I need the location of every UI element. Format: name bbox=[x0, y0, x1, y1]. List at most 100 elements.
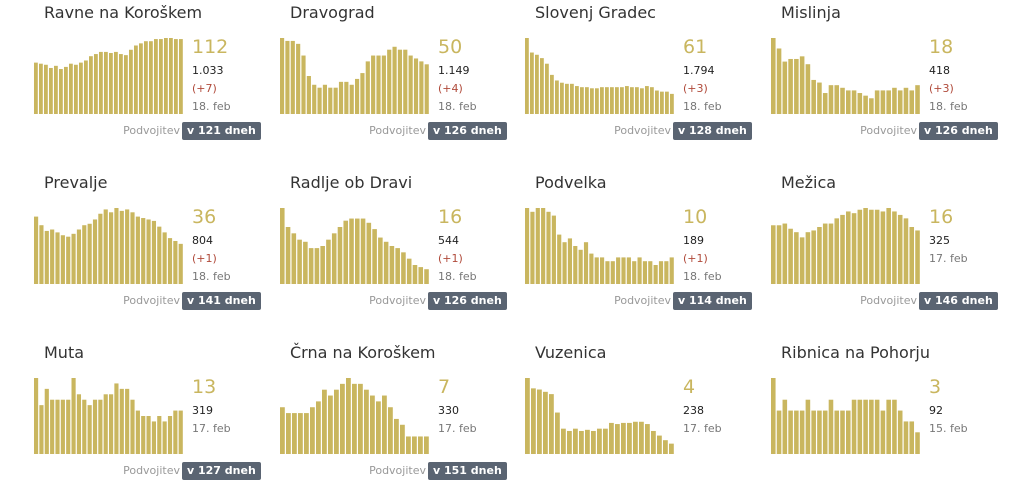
sparkline-bar bbox=[344, 81, 349, 114]
sparkline-bar bbox=[87, 405, 92, 454]
sparkline-bar bbox=[358, 383, 363, 454]
total-cases-value: 325 bbox=[929, 234, 950, 247]
sparkline-bar bbox=[54, 65, 58, 114]
daily-change-value: (+7) bbox=[192, 82, 217, 95]
sparkline-bar bbox=[846, 410, 851, 454]
municipality-title: Črna na Koroškem bbox=[290, 343, 436, 362]
sparkline-bar bbox=[578, 249, 583, 284]
active-cases-value: 36 bbox=[192, 206, 217, 228]
last-update-date: 18. feb bbox=[192, 100, 231, 113]
sparkline-chart bbox=[525, 378, 674, 454]
sparkline-bar bbox=[178, 410, 183, 454]
sparkline-bar bbox=[857, 399, 863, 454]
sparkline-bar bbox=[291, 233, 297, 284]
sparkline-bar bbox=[400, 424, 405, 454]
municipality-card: Mislinja 18 418 (+3) 18. feb Podvojitev v 126 … bbox=[771, 2, 998, 152]
sparkline-bar bbox=[822, 410, 828, 454]
sparkline-bar bbox=[776, 225, 782, 284]
sparkline-bar bbox=[794, 58, 799, 114]
sparkline-bar bbox=[167, 416, 173, 454]
sparkline-bar bbox=[50, 399, 55, 454]
sparkline-bar bbox=[141, 218, 146, 284]
active-cases-value: 16 bbox=[929, 206, 954, 228]
daily-change-value: (+1) bbox=[438, 252, 463, 265]
sparkline-bar bbox=[580, 87, 584, 114]
municipality-card: Prevalje 36 804 (+1) 18. feb Podvojitev v 141 … bbox=[34, 172, 261, 322]
sparkline-chart bbox=[771, 208, 920, 284]
municipality-grid: Ravne na Koroškem 112 1.033 (+7) 18. feb Podv… bbox=[34, 2, 998, 480]
sparkline-bar bbox=[630, 87, 634, 114]
sparkline-bar bbox=[92, 399, 98, 454]
sparkline-bar bbox=[874, 90, 880, 114]
sparkline-bar bbox=[799, 237, 805, 284]
sparkline-bar bbox=[561, 428, 566, 454]
sparkline-bar bbox=[805, 232, 811, 284]
sparkline-bar bbox=[290, 40, 295, 114]
total-cases-value: 1.149 bbox=[438, 64, 470, 77]
sparkline-bar bbox=[610, 87, 614, 114]
sparkline-bar bbox=[525, 38, 529, 114]
sparkline-bar bbox=[546, 211, 551, 284]
last-update-date: 17. feb bbox=[929, 252, 968, 265]
sparkline-bar bbox=[583, 242, 589, 284]
sparkline-bar bbox=[173, 240, 178, 284]
sparkline-bar bbox=[44, 64, 48, 114]
sparkline-bar bbox=[370, 395, 375, 454]
sparkline-chart bbox=[34, 208, 183, 284]
sparkline-bar bbox=[880, 211, 886, 284]
sparkline-bar bbox=[537, 389, 542, 454]
sparkline-bar bbox=[909, 90, 915, 114]
sparkline-bar bbox=[383, 241, 389, 284]
sparkline-bar bbox=[406, 436, 411, 454]
sparkline-bar bbox=[82, 399, 87, 454]
municipality-card: Črna na Koroškem 7 330 17. feb Podvojitev v 1… bbox=[280, 342, 507, 492]
active-cases-value: 16 bbox=[438, 206, 463, 228]
sparkline-bar bbox=[87, 223, 92, 284]
sparkline-bar bbox=[326, 239, 331, 284]
sparkline-bar bbox=[557, 234, 562, 284]
sparkline-bar bbox=[562, 242, 567, 284]
sparkline-bar bbox=[811, 79, 816, 114]
sparkline-bar bbox=[600, 257, 605, 284]
municipality-card: Ravne na Koroškem 112 1.033 (+7) 18. feb Podv… bbox=[34, 2, 261, 152]
sparkline-bar bbox=[788, 410, 793, 454]
sparkline-bar bbox=[567, 238, 573, 284]
sparkline-bar bbox=[55, 399, 60, 454]
sparkline-bar bbox=[162, 421, 167, 454]
sparkline-bar bbox=[669, 257, 674, 284]
municipality-card: Dravograd 50 1.149 (+4) 18. feb Podvojitev v 1… bbox=[280, 2, 507, 152]
sparkline-bar bbox=[575, 86, 579, 114]
sparkline-bar bbox=[387, 49, 392, 114]
sparkline-bar bbox=[322, 389, 327, 454]
sparkline-bar bbox=[69, 63, 73, 114]
sparkline-bar bbox=[530, 211, 535, 284]
sparkline-bar bbox=[660, 91, 664, 114]
sparkline-bar bbox=[94, 54, 98, 114]
sparkline-chart bbox=[34, 38, 183, 114]
sparkline-bar bbox=[99, 51, 103, 114]
sparkline-bar bbox=[851, 399, 857, 454]
sparkline-bar bbox=[550, 74, 554, 114]
sparkline-bar bbox=[645, 424, 650, 454]
sparkline-bar bbox=[303, 241, 308, 284]
total-cases-value: 544 bbox=[438, 234, 459, 247]
sparkline-bar bbox=[372, 229, 377, 284]
sparkline-bar bbox=[909, 421, 915, 454]
sparkline-bar bbox=[89, 56, 93, 114]
doubling-badge: v 128 dneh bbox=[673, 122, 752, 140]
sparkline-bar bbox=[60, 235, 65, 284]
sparkline-chart bbox=[771, 378, 920, 454]
sparkline-bar bbox=[328, 87, 333, 114]
active-cases-value: 10 bbox=[683, 206, 708, 228]
sparkline-bar bbox=[782, 399, 788, 454]
sparkline-bar bbox=[869, 399, 874, 454]
sparkline-bar bbox=[280, 38, 285, 114]
sparkline-bar bbox=[794, 232, 799, 284]
sparkline-bar bbox=[157, 226, 162, 284]
sparkline-bar bbox=[535, 54, 539, 114]
sparkline-bar bbox=[525, 208, 530, 284]
sparkline-bar bbox=[525, 378, 530, 454]
sparkline-bar bbox=[360, 218, 366, 284]
sparkline-bar bbox=[378, 237, 383, 284]
sparkline-bar bbox=[799, 56, 805, 114]
